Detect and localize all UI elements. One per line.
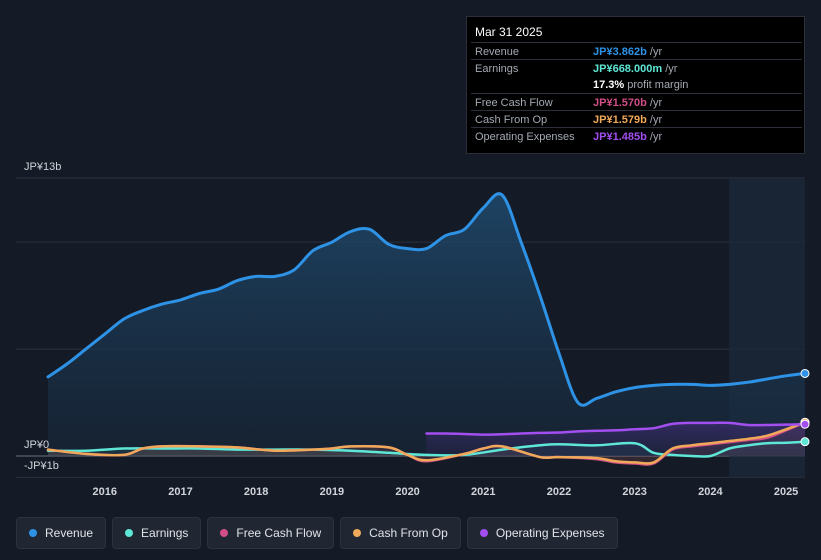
legend-item-cash-from-op[interactable]: Cash From Op xyxy=(340,517,461,549)
earnings-line xyxy=(46,440,807,458)
y-tick-label: -JP¥1b xyxy=(24,460,59,472)
tooltip-date: Mar 31 2025 xyxy=(475,25,543,39)
legend-dot-icon xyxy=(479,529,488,537)
x-tick-label: 2022 xyxy=(547,486,571,498)
legend-item-earnings[interactable]: Earnings xyxy=(112,517,202,549)
legend-label: Cash From Op xyxy=(369,526,448,540)
x-tick-label: 2019 xyxy=(320,486,344,498)
cash-from-op-area xyxy=(48,422,805,464)
x-tick-label: 2018 xyxy=(244,486,268,498)
legend-dot-icon xyxy=(353,529,362,537)
x-tick-label: 2024 xyxy=(698,486,723,498)
legend-label: Earnings xyxy=(141,526,189,540)
revenue-end-marker xyxy=(800,368,810,378)
x-tick-label: 2023 xyxy=(622,486,646,498)
free-cash-flow-area xyxy=(48,422,805,465)
tooltip-row-free-cash-flow: Free Cash Flow JP¥1.570b /yr xyxy=(471,93,802,111)
tooltip-row-earnings: Earnings JP¥668.000m /yr xyxy=(471,59,802,77)
tooltip-value: JP¥3.862b /yr xyxy=(593,46,663,58)
tooltip-label: Free Cash Flow xyxy=(475,97,553,109)
revenue-area xyxy=(48,193,805,456)
legend-item-revenue[interactable]: Revenue xyxy=(16,517,107,549)
x-tick-label: 2021 xyxy=(471,486,495,498)
x-tick-label: 2020 xyxy=(395,486,419,498)
tooltip-value: JP¥1.485b /yr xyxy=(593,131,663,143)
legend-label: Free Cash Flow xyxy=(236,526,322,540)
legend-item-operating-expenses[interactable]: Operating Expenses xyxy=(466,517,618,549)
tooltip-row-profit-margin: 17.3% profit margin xyxy=(471,76,802,93)
tooltip-label: Earnings xyxy=(475,63,519,75)
cash-from-op-line xyxy=(46,420,807,465)
legend-dot-icon xyxy=(220,529,229,537)
x-tick-label: 2017 xyxy=(168,486,192,498)
tooltip-value: JP¥1.579b /yr xyxy=(593,114,663,126)
tooltip-row-cash-from-op: Cash From Op JP¥1.579b /yr xyxy=(471,110,802,128)
tooltip-value: 17.3% profit margin xyxy=(593,79,689,91)
tooltip-row-operating-expenses: Operating Expenses JP¥1.485b /yr xyxy=(471,127,802,145)
tooltip-value: JP¥1.570b /yr xyxy=(593,97,663,109)
tooltip-label: Operating Expenses xyxy=(475,131,575,143)
operating-expenses-line xyxy=(425,421,807,436)
x-tick-label: 2016 xyxy=(93,486,117,498)
revenue-line xyxy=(46,192,807,407)
tooltip-panel: Mar 31 2025 Revenue JP¥3.862b /yr Earnin… xyxy=(466,16,805,154)
tooltip-label: Cash From Op xyxy=(475,114,548,126)
legend-dot-icon xyxy=(125,529,134,537)
earnings-end-marker xyxy=(800,437,810,447)
tooltip-label: Revenue xyxy=(475,46,520,58)
legend-label: Revenue xyxy=(45,526,94,540)
legend-dot-icon xyxy=(29,529,37,537)
y-tick-label: JP¥0 xyxy=(24,439,49,451)
tooltip-row-revenue: Revenue JP¥3.862b /yr xyxy=(471,42,802,60)
operating-expenses-end-marker xyxy=(800,419,810,429)
tooltip-value: JP¥668.000m /yr xyxy=(593,63,678,75)
x-tick-label: 2025 xyxy=(774,486,798,498)
y-tick-label: JP¥13b xyxy=(24,161,61,173)
legend-item-free-cash-flow[interactable]: Free Cash Flow xyxy=(207,517,335,549)
legend-label: Operating Expenses xyxy=(495,526,605,540)
chart-legend: Revenue Earnings Free Cash Flow Cash Fro… xyxy=(16,517,618,549)
